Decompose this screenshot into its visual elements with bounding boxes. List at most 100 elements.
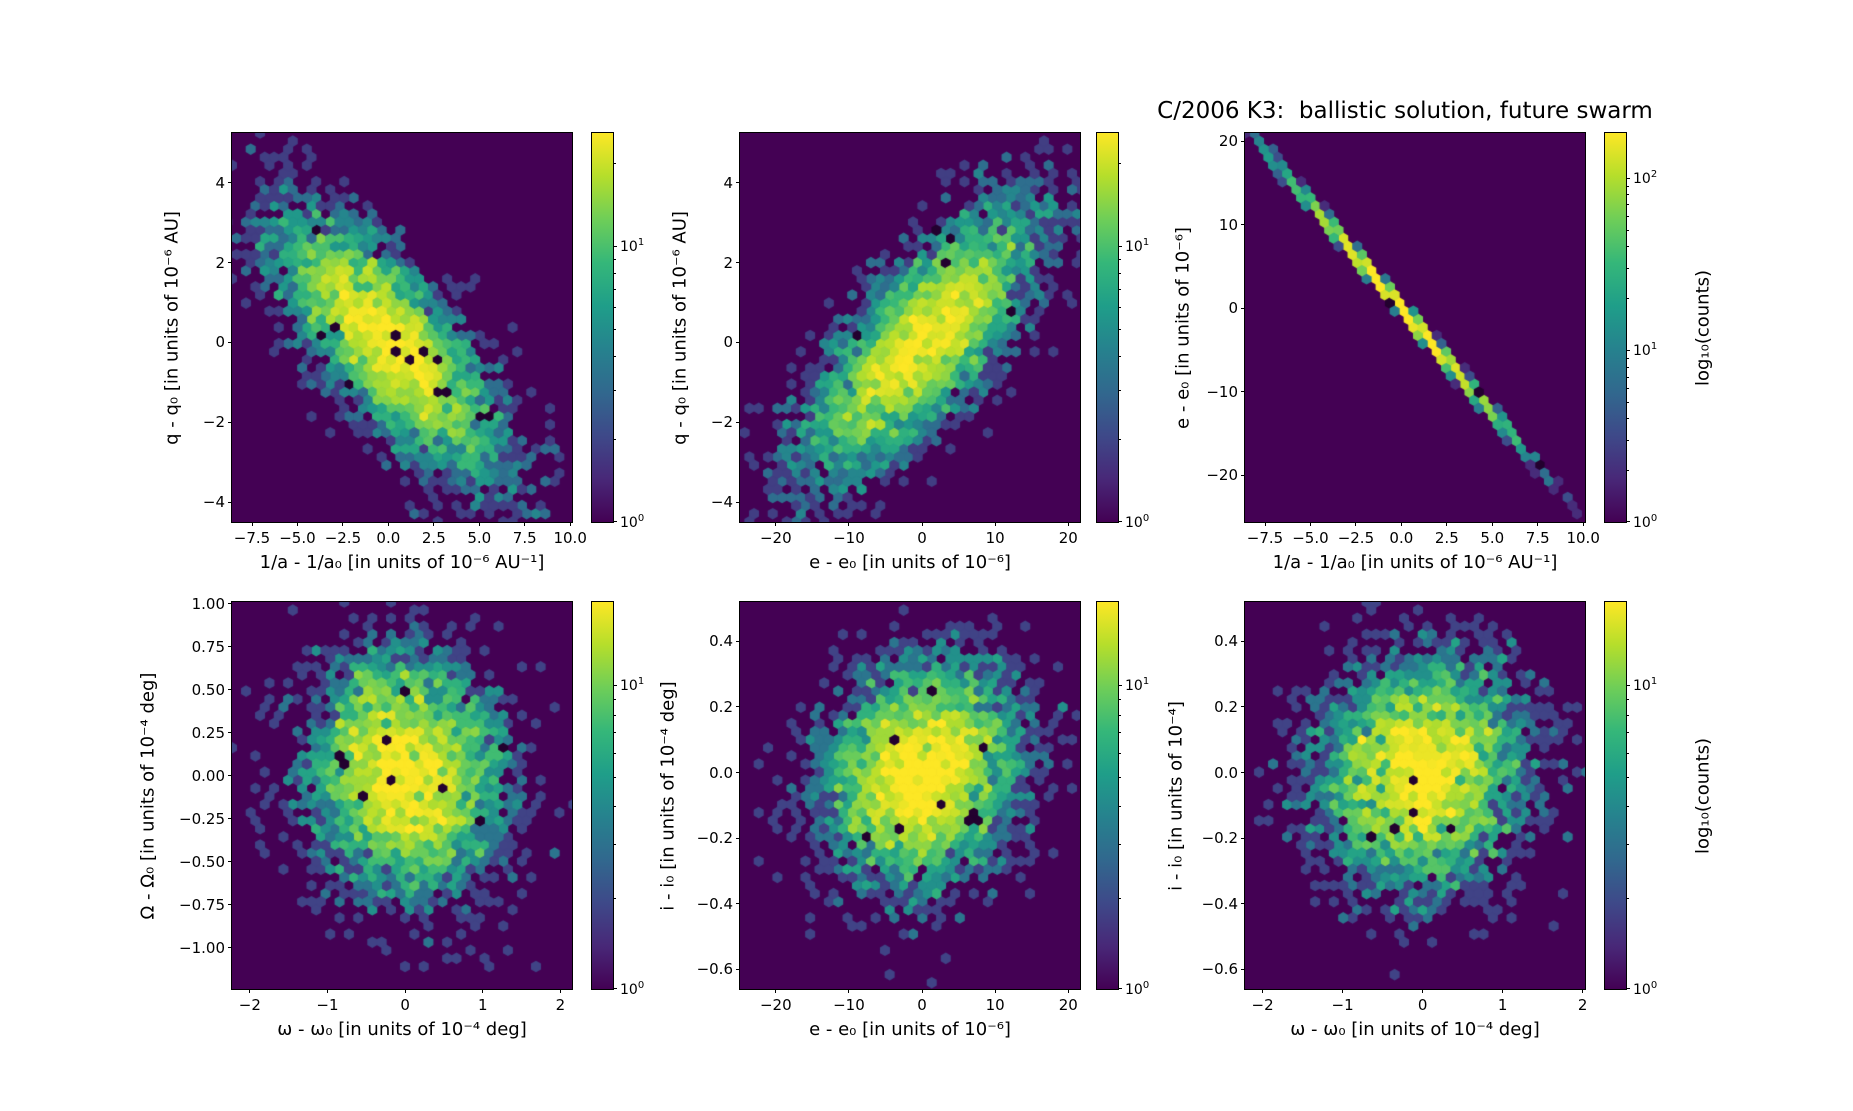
y-axis-label: i - i₀ [in units of 10⁻⁴] [1165, 700, 1187, 891]
y-tick-label: 0 [723, 333, 733, 352]
cb-tick [1118, 521, 1122, 522]
hexbin-panel-i-vs-e: −20 −10 0 10 20 0.4 0.2 0.0 −0.2 −0.4 −0.6 e - e₀ [… [658, 601, 1081, 1040]
y-tick [736, 501, 740, 503]
x-tick [478, 522, 480, 526]
x-tick-label: −7.5 [1246, 529, 1284, 547]
y-tick [228, 689, 232, 691]
y-axis-label: q - q₀ [in units of 10⁻⁶ AU] [161, 210, 183, 445]
x-axis-label: e - e₀ [in units of 10⁻⁶] [809, 1019, 1011, 1040]
cb-tick [1626, 685, 1630, 687]
x-tick-label: 20 [1058, 996, 1078, 1014]
cb-minor-tick [1626, 844, 1629, 846]
colorbar-gradient [592, 602, 613, 989]
cb-minor-tick [1626, 388, 1629, 390]
y-tick-label: −2 [202, 413, 225, 432]
x-tick [994, 522, 996, 526]
y-tick [1241, 474, 1245, 476]
y-tick [736, 421, 740, 423]
y-tick-label: −0.6 [1201, 960, 1238, 979]
x-tick [1067, 989, 1069, 993]
y-tick [736, 772, 740, 774]
x-axis-label: ω - ω₀ [in units of 10⁻⁴ deg] [277, 1019, 527, 1040]
x-tick [848, 522, 850, 526]
cb-minor-tick [1626, 366, 1629, 368]
cb-tick-label: 101 [1633, 341, 1658, 359]
cb-minor-tick [613, 776, 616, 778]
colorbar-i-vs-e: 101 100 [1096, 601, 1149, 998]
cb-minor-tick [1118, 806, 1121, 808]
hexbin-panel-q-vs-e: −20 −10 0 10 20 4 2 0 −2 −4 e - e₀ [in units of 10… [670, 132, 1081, 573]
y-tick [1241, 706, 1245, 708]
y-tick-label: 0.50 [191, 680, 225, 699]
colorbar-label: log₁₀(counts) [1692, 269, 1714, 386]
cb-minor-tick [613, 714, 616, 716]
y-tick [228, 262, 232, 264]
y-tick [228, 947, 232, 949]
y-tick-label: −0.2 [696, 829, 733, 848]
x-tick [1355, 522, 1357, 526]
colorbar-q-vs-inv-a: 101 100 [591, 132, 644, 531]
x-tick-label: −5.0 [1292, 529, 1329, 547]
colorbar-gradient [1605, 133, 1626, 522]
y-tick-label: −0.4 [1201, 894, 1238, 913]
cb-minor-tick [613, 752, 616, 754]
hexbin-canvas-e-vs-inv-a [1245, 133, 1585, 522]
y-tick-label: −4 [710, 493, 733, 512]
cb-tick-label: 101 [620, 237, 645, 255]
x-tick [994, 989, 996, 993]
y-tick-label: 0.0 [709, 763, 733, 782]
hexbin-canvas-i-vs-omega [1245, 602, 1585, 989]
y-tick-label: −0.6 [696, 960, 733, 979]
y-tick-label: −0.25 [179, 809, 225, 828]
cb-tick-label: 100 [1125, 513, 1150, 531]
x-tick [1491, 522, 1493, 526]
y-tick-label: 2 [723, 253, 733, 272]
colorbar-gradient [1605, 602, 1626, 989]
x-tick-label: 2 [555, 996, 566, 1014]
colorbar-e-vs-inv-a: 102 101 100 log₁₀(counts) [1604, 132, 1714, 531]
cb-minor-tick [613, 163, 616, 165]
x-tick-label: 0.0 [1389, 529, 1414, 547]
cb-tick-label: 100 [1125, 980, 1150, 998]
colorbar-gradient [1097, 602, 1118, 989]
cb-minor-tick [1626, 418, 1629, 420]
cb-minor-tick [1626, 376, 1629, 378]
x-tick [326, 989, 328, 993]
x-tick [1422, 989, 1424, 993]
cb-tick [1118, 246, 1122, 248]
cb-minor-tick [613, 897, 616, 899]
x-tick-label: 10.0 [553, 529, 587, 547]
x-tick [1400, 522, 1402, 526]
x-tick-label: −1 [1331, 996, 1354, 1014]
x-tick-label: 10 [985, 529, 1005, 547]
cb-minor-tick [613, 732, 616, 734]
y-tick [1241, 140, 1245, 142]
cb-minor-tick [613, 806, 616, 808]
x-tick-label: −2.5 [324, 529, 362, 547]
y-tick-label: −2 [710, 413, 733, 432]
x-tick [404, 989, 406, 993]
y-tick-label: −1.00 [179, 938, 225, 957]
x-tick-label: 7.5 [1525, 529, 1550, 547]
cb-minor-tick [613, 390, 616, 392]
y-tick [228, 646, 232, 648]
x-tick [1067, 522, 1069, 526]
y-tick [1241, 968, 1245, 970]
x-tick [249, 989, 251, 993]
y-tick [228, 341, 232, 343]
cb-minor-tick [613, 844, 616, 846]
cb-minor-tick [1626, 401, 1629, 403]
cb-tick-label: 101 [1125, 237, 1150, 255]
y-tick-label: 0.2 [1214, 697, 1238, 716]
cb-minor-tick [613, 329, 616, 331]
cb-minor-tick [1118, 776, 1121, 778]
cb-minor-tick [1118, 390, 1121, 392]
x-tick [251, 522, 253, 526]
hexbin-canvas-q-vs-e [740, 133, 1080, 522]
x-tick-label: 10 [985, 996, 1005, 1014]
y-tick [736, 182, 740, 184]
x-tick-label: −20 [759, 996, 792, 1014]
y-tick [228, 775, 232, 777]
x-tick [921, 989, 923, 993]
colorbar-gradient [1097, 133, 1118, 522]
